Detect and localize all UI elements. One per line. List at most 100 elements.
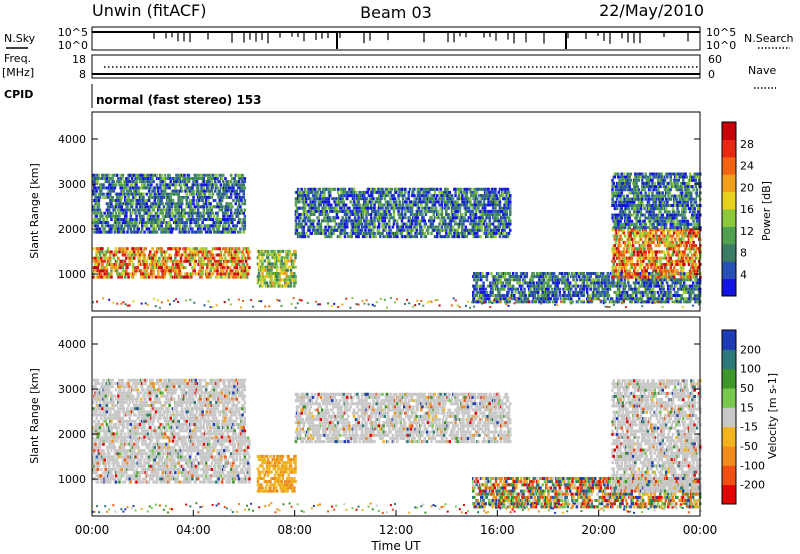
data-cell [242,253,245,257]
data-cell [229,250,233,254]
data-cell [227,224,231,228]
data-cell [474,219,478,223]
data-cell [542,284,546,288]
data-cell [212,214,216,218]
data-cell [355,206,358,210]
data-cell [192,183,195,187]
data-cell [102,269,105,273]
data-cell [216,266,219,270]
data-cell [423,225,426,229]
data-cell [120,202,123,206]
data-cell [519,297,523,301]
data-cell [363,206,366,210]
data-cell [153,192,157,196]
data-cell [111,195,114,199]
data-cell [491,206,495,210]
data-cell [214,180,217,184]
data-cell [299,197,302,201]
data-cell [186,247,190,251]
data-cell [339,206,342,210]
data-cell [227,202,231,206]
nave-tick-top: 60 [708,53,722,66]
data-cell [392,200,396,204]
data-cell [260,281,263,285]
data-cell [509,219,512,223]
data-cell [123,195,127,199]
data-cell [277,256,280,260]
data-cell [507,225,511,229]
data-cell [377,222,381,226]
data-cell [216,269,219,273]
data-cell [170,208,174,212]
data-cell [458,206,462,210]
data-cell [102,218,105,221]
data-cell [215,183,218,187]
data-cell [555,300,558,304]
data-cell [176,173,179,177]
data-cell [627,281,630,285]
data-cell [178,211,182,215]
data-cell [404,216,407,220]
data-cell [211,272,215,276]
data-cell [400,190,404,194]
data-cell [566,275,570,279]
data-cell [211,266,215,270]
data-cell [217,253,220,257]
data-cell [145,263,149,266]
data-cell [162,259,166,263]
data-cell [183,221,186,225]
data-cell [382,190,385,194]
data-cell [381,206,384,210]
data-cell [525,300,529,304]
data-cell [432,228,436,232]
data-cell [515,272,518,275]
data-cell [294,278,297,282]
data-cell [98,227,102,231]
data-cell [376,216,380,220]
data-cell [540,272,543,275]
data-cell [188,263,192,266]
data-cell [410,222,414,226]
data-cell [420,235,423,239]
data-cell [540,300,543,304]
data-cell [509,222,512,226]
data-cell [541,294,544,297]
data-cell [485,213,488,216]
data-cell [231,256,234,260]
data-cell [188,250,192,254]
data-cell [589,275,592,279]
data-cell [123,224,127,228]
data-cell [483,297,486,301]
data-cell [389,216,392,220]
data-cell [186,275,190,279]
data-cell [203,256,207,260]
data-cell [494,190,497,194]
data-cell [196,202,200,206]
data-cell [128,253,131,257]
data-cell [117,227,120,231]
data-cell [404,190,407,194]
data-cell [454,194,457,198]
data-cell [623,287,627,291]
data-cell [115,272,119,276]
data-cell [498,200,502,204]
data-cell [420,209,423,213]
data-cell [240,208,243,212]
data-cell [555,294,558,297]
data-cell [276,265,279,269]
data-cell [201,247,204,251]
data-cell [111,183,114,187]
data-cell [118,214,121,218]
data-cell [335,206,339,210]
data-cell [117,230,120,234]
data-cell [293,259,296,263]
data-cell [396,235,399,239]
data-cell [92,247,95,251]
data-cell [641,278,645,282]
data-cell [229,211,233,215]
data-cell [478,287,482,291]
data-cell [268,265,271,269]
data-cell [200,259,203,263]
data-cell [431,200,434,204]
data-cell [210,250,214,254]
